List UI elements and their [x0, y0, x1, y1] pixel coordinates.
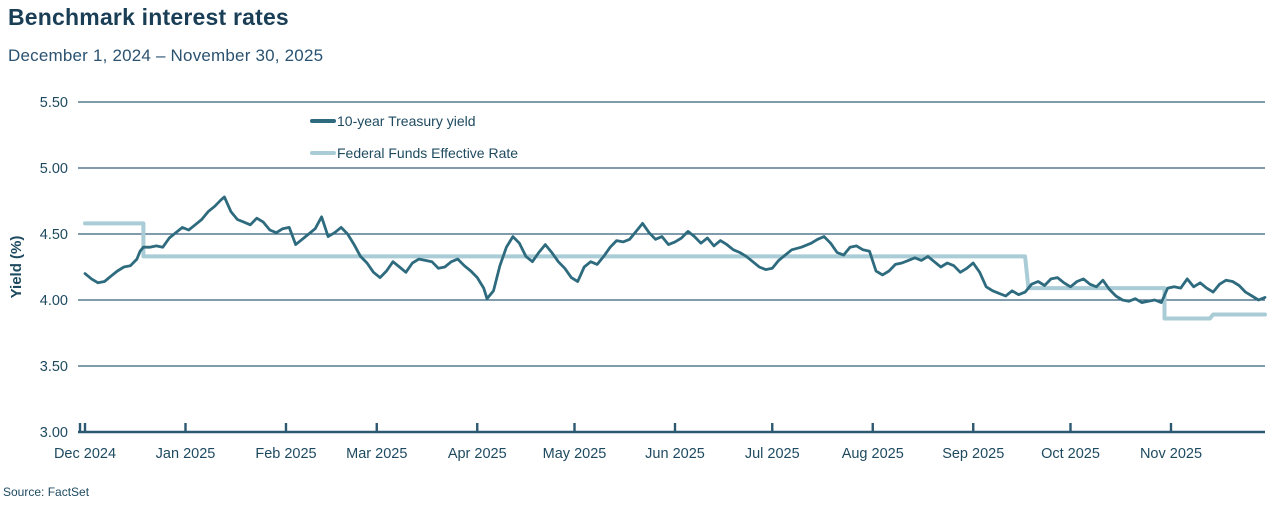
x-tick-label: Oct 2025	[1041, 446, 1100, 462]
x-tick-label: Feb 2025	[255, 446, 316, 462]
y-tick-label: 3.50	[40, 359, 68, 375]
source-attribution: Source: FactSet	[3, 485, 90, 499]
fed-funds-line-swatch-icon	[310, 151, 336, 155]
x-tick-label: Jul 2025	[745, 446, 800, 462]
x-tick-label: Jun 2025	[645, 446, 705, 462]
legend-item-fed-funds: Federal Funds Effective Rate	[310, 142, 518, 164]
x-tick-label: Jan 2025	[156, 446, 216, 462]
legend-item-treasury: 10-year Treasury yield	[310, 110, 518, 132]
treasury-line-swatch-icon	[310, 119, 336, 123]
chart-title: Benchmark interest rates	[8, 4, 289, 30]
legend-label-fed-funds: Federal Funds Effective Rate	[337, 145, 519, 161]
y-tick-label: 3.00	[40, 425, 68, 441]
x-tick-label: Nov 2025	[1140, 446, 1202, 462]
y-tick-label: 4.50	[40, 227, 68, 243]
legend: 10-year Treasury yield Federal Funds Eff…	[310, 110, 518, 174]
y-tick-label: 5.50	[40, 95, 68, 111]
fed-funds-rate-line	[83, 221, 1267, 321]
y-tick-label: 4.00	[40, 293, 68, 309]
x-tick-label: Sep 2025	[942, 446, 1004, 462]
x-tick-label: Dec 2024	[54, 446, 116, 462]
treasury-yield-line	[83, 195, 1267, 305]
x-tick-label: Aug 2025	[842, 446, 904, 462]
y-tick-label: 5.00	[40, 161, 68, 177]
x-tick-label: Mar 2025	[346, 446, 407, 462]
chart-date-range: December 1, 2024 – November 30, 2025	[8, 46, 324, 65]
x-tick-label: May 2025	[543, 446, 607, 462]
legend-label-treasury: 10-year Treasury yield	[337, 113, 476, 129]
x-tick-label: Apr 2025	[448, 446, 507, 462]
